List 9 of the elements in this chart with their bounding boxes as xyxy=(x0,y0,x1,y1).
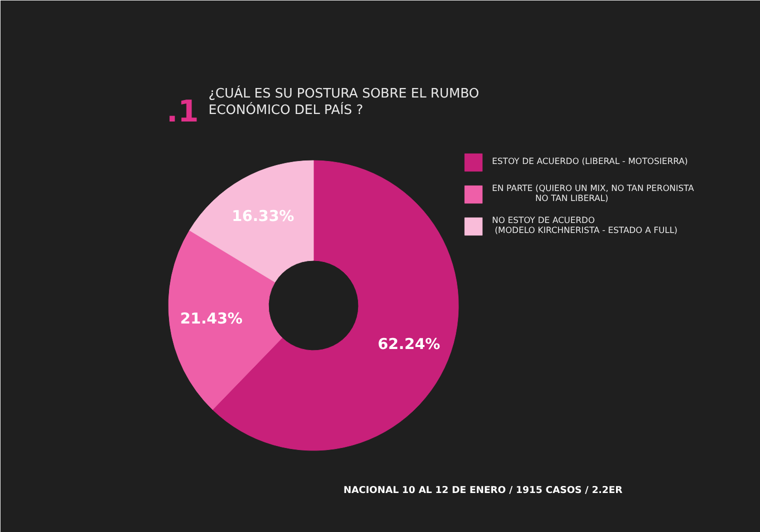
text: NACIONAL 10 AL 12 DE ENERO / 1915 CASOS / 2.2ER xyxy=(344,485,624,496)
data-label: 16.33% xyxy=(232,206,294,225)
text: .1 xyxy=(166,94,199,130)
data-label: 21.43% xyxy=(180,310,243,328)
legend-label: ESTOY DE ACUERDO (LIBERAL - MOTOSIERRA) xyxy=(492,157,688,167)
legend-label: EN PARTE (QUIERO UN MIX, NO TAN PERONISTA NO TAN LIBERAL) xyxy=(492,184,694,204)
legend-label: NO ESTOY DE ACUERDO (MODELO KIRCHNERISTA - ESTADO A FULL) xyxy=(492,216,678,236)
data-label: 62.24% xyxy=(378,335,440,354)
chart-title: ¿CUÁL ES SU POSTURA SOBRE EL RUMBO ECONÓMICO DEL PAÍS ? xyxy=(208,84,480,118)
